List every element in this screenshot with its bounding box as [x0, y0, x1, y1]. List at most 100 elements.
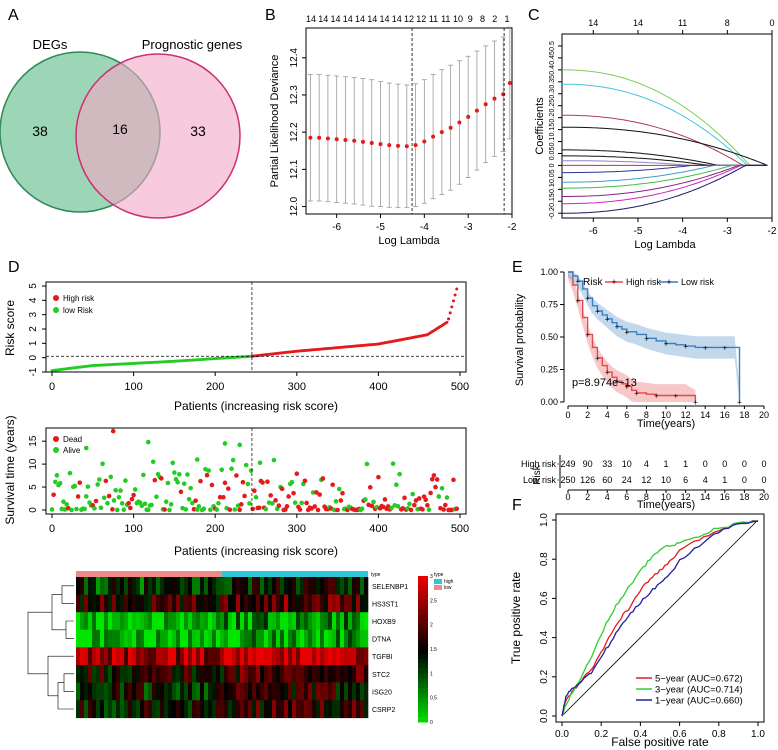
panel-c: C 14 14 11 8 0 -6 -5 -4 -3 -2 -0.2-0.15-0.1-0.05 0… — [528, 7, 777, 251]
d-heat-cell — [304, 682, 309, 701]
d-heat-cell — [360, 682, 365, 701]
d-heat-cell — [160, 629, 165, 648]
d-surv-point — [332, 507, 337, 513]
d-heat-cell — [312, 682, 317, 701]
d-heat-cell — [184, 594, 189, 613]
d-heat-gene-label: CSRP2 — [372, 707, 395, 714]
d-heat-cell — [220, 577, 225, 595]
d-heat-cell — [84, 700, 89, 719]
d-heat-cell — [124, 577, 129, 595]
d-heat-cell — [108, 629, 113, 648]
d-surv-point — [216, 500, 221, 506]
d-heat-cell — [160, 700, 165, 719]
f-ytick-label: 1.0 — [539, 513, 550, 527]
d-heat-cell — [152, 629, 157, 648]
d-surv-box — [45, 427, 467, 515]
d-heat-cell — [320, 629, 325, 648]
d-heat-cell — [212, 665, 217, 683]
d-surv-point — [271, 457, 277, 463]
d-heat-cell — [336, 682, 341, 701]
d-heat-cell — [188, 682, 193, 701]
d-heat-cell — [336, 665, 341, 683]
d-heat-scale-cell — [418, 600, 428, 606]
d-heat-cell — [160, 682, 165, 701]
d-heat-cell — [292, 665, 297, 683]
d-surv-point — [77, 480, 83, 485]
d-surv-point-notable — [257, 460, 263, 466]
d-heat-gene-label: HS3ST1 — [372, 601, 399, 608]
d-heat-cell — [252, 700, 257, 719]
d-heat-cell — [200, 682, 205, 701]
d-surv-point — [139, 503, 145, 509]
d-heat-cell — [352, 665, 357, 683]
d-surv-xtick-label: 200 — [206, 523, 224, 535]
d-heat-cell — [180, 665, 185, 683]
d-heat-cell — [180, 682, 185, 701]
d-surv-point — [310, 490, 316, 495]
d-heat-cell — [300, 577, 305, 595]
c-coef-plot — [561, 69, 768, 214]
d-heat-cell — [208, 682, 213, 701]
d-heat-cell — [228, 665, 233, 683]
d-surv-point — [270, 501, 275, 506]
d-heat-cell — [364, 665, 369, 683]
d-heat-cell — [232, 700, 237, 719]
d-heat-cell — [120, 682, 125, 701]
e-table-cell: 0 — [742, 475, 747, 485]
d-heat-cell — [340, 647, 345, 666]
d-heat-cell — [196, 612, 201, 631]
d-heat-cell — [296, 665, 301, 683]
d-surv-point — [178, 489, 184, 495]
d-heat-cell — [276, 647, 281, 666]
d-heat-cell — [76, 577, 81, 595]
d-heat-dendro-branch — [63, 673, 74, 692]
e-xtick-label: 14 — [700, 410, 710, 420]
d-heat-cell — [332, 682, 337, 701]
d-heat-cell — [224, 665, 229, 683]
d-heat-cell — [328, 700, 333, 719]
d-heat-dendro-branch — [51, 594, 66, 631]
d-heat-cell — [120, 665, 125, 683]
d-risk-xlabel: Patients (increasing risk score) — [174, 399, 338, 413]
c-xtick-label: -6 — [589, 226, 598, 237]
d-surv-ytick-label: 0 — [28, 507, 39, 513]
f-xtick-label: 0.2 — [594, 729, 608, 740]
d-heat-cell — [284, 682, 289, 701]
d-heat-cell — [300, 647, 305, 666]
e-table-cell: 90 — [583, 459, 593, 469]
d-heat-scale-cell — [418, 692, 428, 699]
d-heat-cell — [200, 665, 205, 683]
d-heat-cell — [244, 629, 249, 648]
d-surv-point — [367, 485, 373, 490]
d-heat-cell — [352, 700, 357, 719]
d-heat-cell — [324, 577, 329, 595]
d-heat-cell — [252, 665, 257, 683]
d-heat-cell — [256, 577, 261, 595]
d-heat-cell — [80, 682, 85, 701]
e-table-xtick-label: 10 — [661, 492, 671, 502]
d-surv-point — [209, 482, 215, 488]
d-surv-xtick-label: 100 — [124, 523, 142, 535]
d-heat-cell — [76, 629, 81, 648]
d-heat-cell — [308, 647, 313, 666]
f-legend: 5−year (AUC=0.672)3−year (AUC=0.714)1−ye… — [636, 674, 743, 707]
d-heat-cell — [104, 647, 109, 666]
d-surv-point — [286, 494, 291, 499]
d-heat-cell — [312, 577, 317, 595]
d-heat-cell — [332, 647, 337, 666]
e-table-title: Risk — [532, 464, 543, 484]
d-heat-cell — [120, 577, 125, 595]
b-deviance-point — [343, 137, 348, 142]
d-heat-cell — [360, 700, 365, 719]
e-censor-mark: + — [605, 315, 610, 324]
d-heat-cell — [272, 647, 277, 666]
d-heat-gene-label: STC2 — [372, 672, 390, 679]
d-heat-cell — [224, 577, 229, 595]
d-heat-cell — [276, 665, 281, 683]
d-surv-point — [152, 477, 158, 483]
f-legend-label: 5−year (AUC=0.672) — [655, 674, 743, 685]
d-heat-cell — [100, 612, 105, 631]
d-heat-cell — [308, 665, 313, 683]
d-heat-cell — [264, 594, 269, 613]
d-heat-cell — [136, 612, 141, 631]
